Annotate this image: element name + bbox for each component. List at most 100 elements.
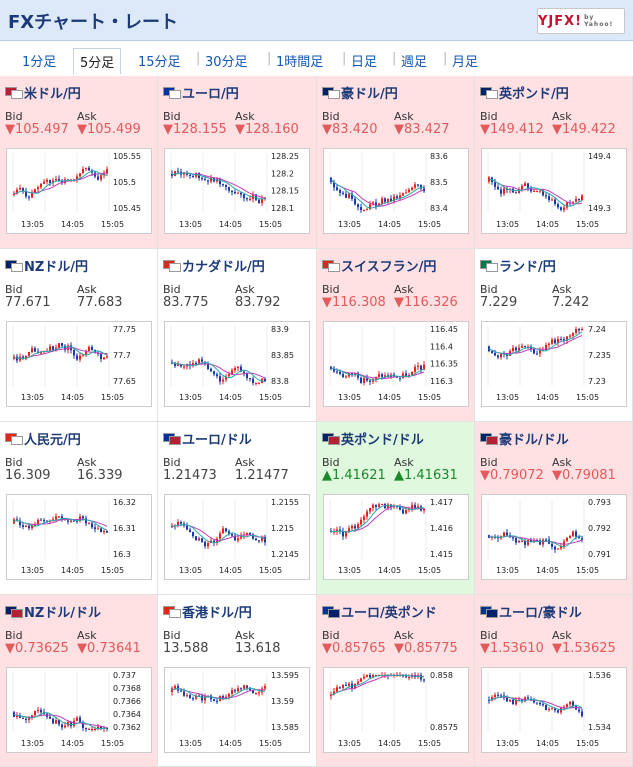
pair-name[interactable]: ランド/円 [499, 259, 556, 275]
pair-name[interactable]: 米ドル/円 [24, 86, 81, 102]
pair-name[interactable]: ユーロ/豪ドル [499, 605, 582, 621]
candle-body [530, 540, 532, 543]
pair-name[interactable]: ユーロ/円 [182, 86, 239, 102]
candle-body [34, 524, 36, 526]
pair-name[interactable]: カナダドル/円 [182, 259, 265, 275]
rate-panel[interactable]: ユーロ/ドル Bid Ask 1.21473 1.21477 1.2155 1.215 1.2… [158, 422, 317, 595]
x-tick-label: 15:05 [259, 739, 282, 748]
bid-value: ▼0.73625 [5, 641, 69, 656]
candle-body [31, 348, 33, 352]
mini-chart[interactable]: 1.2155 1.215 1.2145 13:05 14:05 15:05 [164, 494, 310, 580]
currency-flag-icon [163, 259, 181, 272]
candle-body [563, 706, 565, 708]
pair-name[interactable]: ユーロ/英ポンド [341, 605, 437, 621]
currency-flag-icon [480, 86, 498, 99]
candle-body [204, 541, 206, 547]
candle-body [336, 687, 338, 692]
candle-body [515, 538, 517, 543]
candle-body [581, 711, 583, 717]
candle-body [22, 525, 24, 527]
bid-price: 13.588 [163, 641, 209, 656]
rate-panel[interactable]: ランド/円 Bid Ask 7.229 7.242 7.24 7.235 7.23 13:05 1… [475, 249, 633, 422]
pair-name[interactable]: 英ポンド/ドル [341, 432, 424, 448]
rate-panel[interactable]: 豪ドル/ドル Bid Ask ▼0.79072 ▼0.79081 0.793 0.792 0.… [475, 422, 633, 595]
tab-7[interactable]: 週足 [401, 55, 428, 70]
bid-label: Bid [163, 456, 181, 469]
pair-name[interactable]: NZドル/円 [24, 259, 89, 275]
pair-name[interactable]: 豪ドル/ドル [499, 432, 569, 448]
mini-chart[interactable]: 7.24 7.235 7.23 13:05 14:05 15:05 [481, 321, 627, 407]
mini-chart[interactable]: 0.737 0.7368 0.7366 0.7364 0.7362 13:05 14:05 1… [6, 667, 152, 753]
rate-panel[interactable]: カナダドル/円 Bid Ask 83.775 83.792 83.9 83.85 83.8 13… [158, 249, 317, 422]
pair-name[interactable]: 人民元/円 [24, 432, 81, 448]
rate-panel[interactable]: NZドル/円 Bid Ask 77.671 77.683 77.75 77.7 77.65 13… [0, 249, 158, 422]
pair-name[interactable]: 豪ドル/円 [341, 86, 398, 102]
candle-body [345, 193, 347, 198]
mini-chart[interactable]: 149.4 149.3 13:05 14:05 15:05 [481, 148, 627, 234]
tab-4[interactable]: 30分足 [205, 55, 248, 70]
candle-body [569, 335, 571, 337]
tab-1[interactable]: 1分足 [22, 55, 57, 70]
x-tick-label: 14:05 [536, 220, 559, 229]
candle-body [79, 717, 81, 723]
tab-8[interactable]: 月足 [452, 55, 479, 70]
x-tick-label: 13:05 [338, 739, 361, 748]
y-tick-label: 0.791 [588, 550, 611, 559]
tab-6[interactable]: 日足 [351, 55, 378, 70]
pair-name[interactable]: 香港ドル/円 [182, 605, 252, 621]
candle-body [222, 184, 224, 186]
rate-panel[interactable]: スイスフラン/円 Bid Ask ▼116.308 ▼116.326 116.45 116.… [317, 249, 475, 422]
mini-chart[interactable]: 83.9 83.85 83.8 13:05 14:05 15:05 [164, 321, 310, 407]
pair-name[interactable]: ユーロ/ドル [182, 432, 252, 448]
candle-body [333, 531, 335, 533]
y-tick-label: 1.416 [430, 524, 453, 533]
mini-chart[interactable]: 1.417 1.416 1.415 13:05 14:05 15:05 [323, 494, 469, 580]
pair-name[interactable]: スイスフラン/円 [341, 259, 437, 275]
candle-body [246, 532, 248, 535]
candle-body [551, 708, 553, 710]
rate-panel[interactable]: ユーロ/豪ドル Bid Ask ▼1.53610 ▼1.53625 1.536 1.534 1… [475, 595, 633, 767]
rate-panel[interactable]: NZドル/ドル Bid Ask ▼0.73625 ▼0.73641 0.737 0.7368… [0, 595, 158, 767]
rate-panel[interactable]: 英ポンド/円 Bid Ask ▼149.412 ▼149.422 149.4 149.3 13… [475, 76, 633, 249]
mini-chart[interactable]: 0.793 0.792 0.791 13:05 14:05 15:05 [481, 494, 627, 580]
mini-chart[interactable]: 105.55 105.5 105.45 13:05 14:05 15:05 [6, 148, 152, 234]
mini-chart[interactable]: 128.25 128.2 128.15 128.1 13:05 14:05 15:05 [164, 148, 310, 234]
rate-panel[interactable]: 人民元/円 Bid Ask 16.309 16.339 16.32 16.31 16.3 13:… [0, 422, 158, 595]
candle-body [258, 383, 260, 384]
mini-chart[interactable]: 13.595 13.59 13.585 13:05 14:05 15:05 [164, 667, 310, 753]
brand-logo[interactable]: YJFX! by Yahoo! [537, 8, 625, 34]
candle-body [207, 180, 209, 182]
mini-chart[interactable]: 0.858 0.8575 13:05 14:05 15:05 [323, 667, 469, 753]
pair-name[interactable]: 英ポンド/円 [499, 86, 569, 102]
y-tick-label: 83.5 [430, 178, 448, 187]
mini-chart[interactable]: 77.75 77.7 77.65 13:05 14:05 15:05 [6, 321, 152, 407]
rate-panel[interactable]: 香港ドル/円 Bid Ask 13.588 13.618 13.595 13.59 13.58… [158, 595, 317, 767]
mini-chart[interactable]: 1.536 1.534 13:05 14:05 15:05 [481, 667, 627, 753]
y-tick-label: 83.6 [430, 152, 448, 161]
candle-body [542, 704, 544, 706]
mini-chart[interactable]: 16.32 16.31 16.3 13:05 14:05 15:05 [6, 494, 152, 580]
rate-panel[interactable]: 米ドル/円 Bid Ask ▼105.497 ▼105.499 105.55 105.5 10… [0, 76, 158, 249]
y-tick-label: 116.35 [430, 360, 458, 369]
candle-body [360, 519, 362, 525]
rate-panel[interactable]: ユーロ/円 Bid Ask ▼128.155 ▼128.160 128.25 128.2 12… [158, 76, 317, 249]
mini-chart[interactable]: 116.45 116.4 116.35 116.3 13:05 14:05 15:05 [323, 321, 469, 407]
pair-name[interactable]: NZドル/ドル [24, 605, 102, 621]
tab-2[interactable]: 5分足 [73, 48, 122, 74]
candle-body [28, 525, 30, 529]
tab-5[interactable]: 1時間足 [276, 55, 324, 70]
tab-separator: | [392, 51, 397, 66]
rate-panel[interactable]: 豪ドル/円 Bid Ask ▼83.420 ▼83.427 83.6 83.5 83.4 13:… [317, 76, 475, 249]
rate-panel[interactable]: ユーロ/英ポンド Bid Ask ▼0.85765 ▼0.85775 0.858 0.857… [317, 595, 475, 767]
candle-body [512, 537, 514, 539]
candle-body [186, 695, 188, 697]
rate-panel[interactable]: 英ポンド/ドル Bid Ask ▲1.41621 ▲1.41631 1.417 1.416 1… [317, 422, 475, 595]
chart-svg: 1.536 1.534 13:05 14:05 15:05 [487, 671, 611, 748]
ask-value: ▼105.499 [77, 122, 141, 137]
mini-chart[interactable]: 83.6 83.5 83.4 13:05 14:05 15:05 [323, 148, 469, 234]
candle-body [40, 183, 42, 188]
ask-value: ▼1.53625 [552, 641, 616, 656]
currency-flag-icon [163, 605, 181, 618]
tab-3[interactable]: 15分足 [138, 55, 181, 70]
candle-body [357, 524, 359, 529]
